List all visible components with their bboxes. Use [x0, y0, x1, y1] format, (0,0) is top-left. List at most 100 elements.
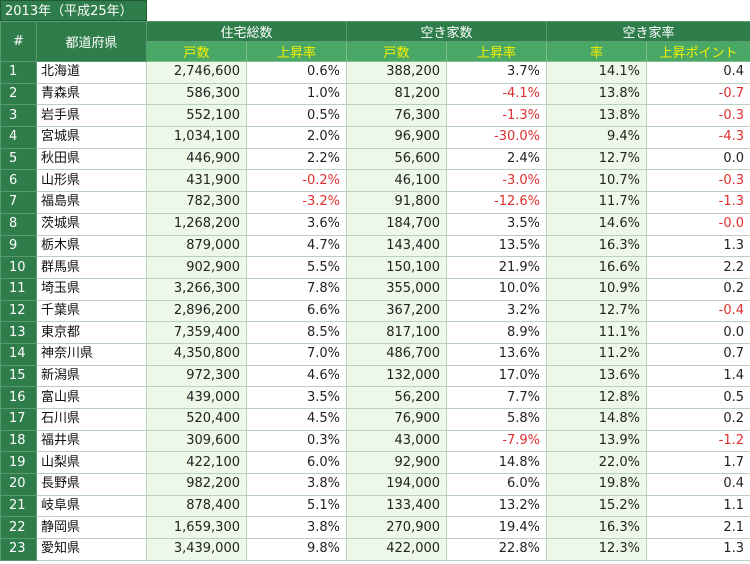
header-prefecture[interactable]: 都道府県: [36, 21, 147, 62]
rise-points-cell: 1.7: [646, 451, 750, 475]
table-row: 2 青森県 586,300 1.0% 81,200 -4.1% 13.8% -0.7: [0, 82, 750, 106]
vacant-growth-cell: 13.2%: [446, 494, 548, 518]
header-number[interactable]: #: [0, 21, 37, 62]
vacant-growth-cell: 13.5%: [446, 234, 548, 258]
housing-growth-cell: 2.2%: [245, 147, 348, 171]
header-growth-rate[interactable]: 上昇率: [245, 41, 348, 62]
housing-total-cell: 972,300: [146, 364, 247, 388]
housing-total-cell: 2,896,200: [146, 299, 247, 323]
housing-total-cell: 309,600: [146, 429, 247, 453]
prefecture-cell: 宮城県: [36, 126, 147, 149]
vacancy-rate-cell: 16.6%: [546, 256, 648, 279]
vacant-count-cell: 92,900: [346, 451, 448, 475]
housing-growth-cell: 7.8%: [245, 277, 348, 301]
housing-total-cell: 902,900: [146, 256, 247, 279]
header-vacant-households[interactable]: 戸数: [346, 41, 448, 62]
vacant-growth-cell: -30.0%: [446, 126, 548, 149]
vacant-growth-cell: 8.9%: [446, 321, 548, 344]
vacancy-rate-cell: 11.7%: [546, 191, 648, 214]
housing-growth-cell: 2.0%: [245, 126, 348, 149]
table-row: 9 栃木県 879,000 4.7% 143,400 13.5% 16.3% 1.3: [0, 234, 750, 258]
housing-total-cell: 1,034,100: [146, 126, 247, 149]
table-row: 8 茨城県 1,268,200 3.6% 184,700 3.5% 14.6% -0.0: [0, 212, 750, 236]
rise-points-cell: -0.0: [646, 212, 750, 236]
table-row: 15 新潟県 972,300 4.6% 132,000 17.0% 13.6% 1.4: [0, 364, 750, 388]
vacant-count-cell: 56,200: [346, 386, 448, 409]
row-number: 23: [0, 538, 37, 561]
prefecture-cell: 福島県: [36, 191, 147, 214]
housing-growth-cell: -3.2%: [245, 191, 348, 214]
housing-total-cell: 879,000: [146, 234, 247, 258]
row-number: 15: [0, 364, 37, 388]
header-rate[interactable]: 率: [546, 41, 648, 62]
header-rise-points[interactable]: 上昇ポイント: [646, 41, 750, 62]
vacant-count-cell: 143,400: [346, 234, 448, 258]
row-number: 18: [0, 429, 37, 453]
vacant-growth-cell: -3.0%: [446, 169, 548, 193]
rise-points-cell: -0.7: [646, 82, 750, 106]
header-housing-total: 住宅総数: [145, 21, 348, 42]
row-number: 5: [0, 147, 37, 171]
table-row: 10 群馬県 902,900 5.5% 150,100 21.9% 16.6% 2.2: [0, 256, 750, 279]
vacant-growth-cell: 2.4%: [446, 147, 548, 171]
housing-total-cell: 982,200: [146, 473, 247, 496]
vacant-count-cell: 132,000: [346, 364, 448, 388]
vacant-count-cell: 150,100: [346, 256, 448, 279]
housing-growth-cell: 6.0%: [245, 451, 348, 475]
row-number: 9: [0, 234, 37, 258]
prefecture-cell: 静岡県: [36, 516, 147, 540]
vacancy-rate-cell: 13.8%: [546, 82, 648, 106]
row-number: 2: [0, 82, 37, 106]
rise-points-cell: 0.0: [646, 147, 750, 171]
table-row: 22 静岡県 1,659,300 3.8% 270,900 19.4% 16.3% 2.1: [0, 516, 750, 540]
rise-points-cell: 0.0: [646, 321, 750, 344]
row-number: 14: [0, 342, 37, 366]
vacancy-table: # 都道府県 住宅総数 空き家数 空き家率 戸数 上昇率 戸数 上昇率 率 上昇…: [0, 21, 750, 561]
prefecture-cell: 長野県: [36, 473, 147, 496]
housing-growth-cell: 0.6%: [245, 61, 348, 84]
row-number: 22: [0, 516, 37, 540]
housing-total-cell: 1,659,300: [146, 516, 247, 540]
vacant-growth-cell: 6.0%: [446, 473, 548, 496]
row-number: 1: [0, 61, 37, 84]
housing-growth-cell: 3.5%: [245, 386, 348, 409]
vacancy-rate-cell: 12.8%: [546, 386, 648, 409]
table-row: 12 千葉県 2,896,200 6.6% 367,200 3.2% 12.7% -0.4: [0, 299, 750, 323]
table-row: 14 神奈川県 4,350,800 7.0% 486,700 13.6% 11.2% 0.7: [0, 342, 750, 366]
prefecture-cell: 石川県: [36, 408, 147, 431]
housing-growth-cell: 6.6%: [245, 299, 348, 323]
housing-growth-cell: 3.8%: [245, 473, 348, 496]
vacancy-rate-cell: 10.7%: [546, 169, 648, 193]
table-body: 1 北海道 2,746,600 0.6% 388,200 3.7% 14.1% 0.4 2 青森県…: [0, 61, 750, 561]
prefecture-cell: 山梨県: [36, 451, 147, 475]
table-row: 5 秋田県 446,900 2.2% 56,600 2.4% 12.7% 0.0: [0, 147, 750, 171]
housing-growth-cell: 9.8%: [245, 538, 348, 561]
housing-growth-cell: 8.5%: [245, 321, 348, 344]
header-vacant-growth-rate[interactable]: 上昇率: [446, 41, 548, 62]
rise-points-cell: 0.2: [646, 277, 750, 301]
row-number: 10: [0, 256, 37, 279]
vacancy-rate-cell: 14.8%: [546, 408, 648, 431]
prefecture-cell: 栃木県: [36, 234, 147, 258]
prefecture-cell: 秋田県: [36, 147, 147, 171]
prefecture-cell: 富山県: [36, 386, 147, 409]
rise-points-cell: 1.4: [646, 364, 750, 388]
rise-points-cell: 1.3: [646, 538, 750, 561]
vacant-growth-cell: 22.8%: [446, 538, 548, 561]
vacant-count-cell: 133,400: [346, 494, 448, 518]
vacancy-rate-cell: 12.3%: [546, 538, 648, 561]
row-number: 19: [0, 451, 37, 475]
vacant-growth-cell: 7.7%: [446, 386, 548, 409]
vacant-count-cell: 270,900: [346, 516, 448, 540]
header-households[interactable]: 戸数: [146, 41, 247, 62]
vacancy-rate-cell: 12.7%: [546, 299, 648, 323]
vacancy-rate-cell: 14.1%: [546, 61, 648, 84]
housing-growth-cell: 0.5%: [245, 104, 348, 128]
vacant-growth-cell: 10.0%: [446, 277, 548, 301]
vacancy-rate-cell: 19.8%: [546, 473, 648, 496]
vacant-growth-cell: 3.2%: [446, 299, 548, 323]
housing-growth-cell: 4.5%: [245, 408, 348, 431]
row-number: 20: [0, 473, 37, 496]
vacancy-rate-cell: 13.9%: [546, 429, 648, 453]
